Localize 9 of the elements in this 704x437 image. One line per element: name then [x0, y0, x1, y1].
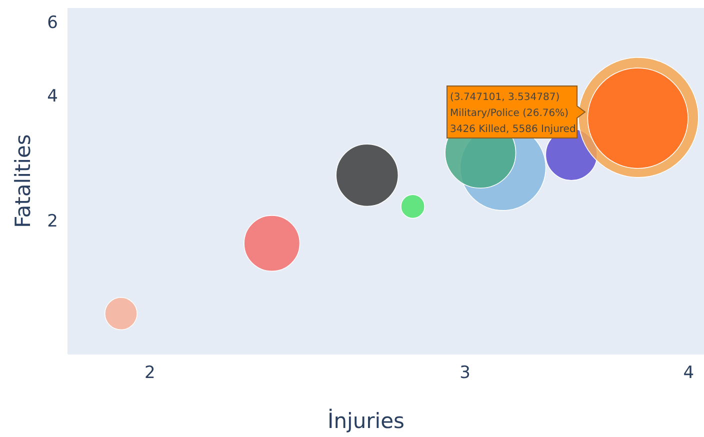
y-axis-title: Fatalities	[11, 134, 35, 228]
x-tick-label: 4	[683, 363, 694, 384]
x-axis-title: İnjuries	[328, 408, 404, 433]
annotation: (3.747101, 3.534787) Military/Police (26.76%) 3426 Killed, 5586 Injured	[450, 92, 576, 135]
y-tick-label: 2	[47, 212, 58, 232]
y-tick-label: 4	[47, 86, 58, 106]
x-tick-label: 3	[460, 363, 470, 384]
x-tick-label: 2	[144, 363, 156, 384]
y-tick-label: 6	[47, 12, 58, 33]
